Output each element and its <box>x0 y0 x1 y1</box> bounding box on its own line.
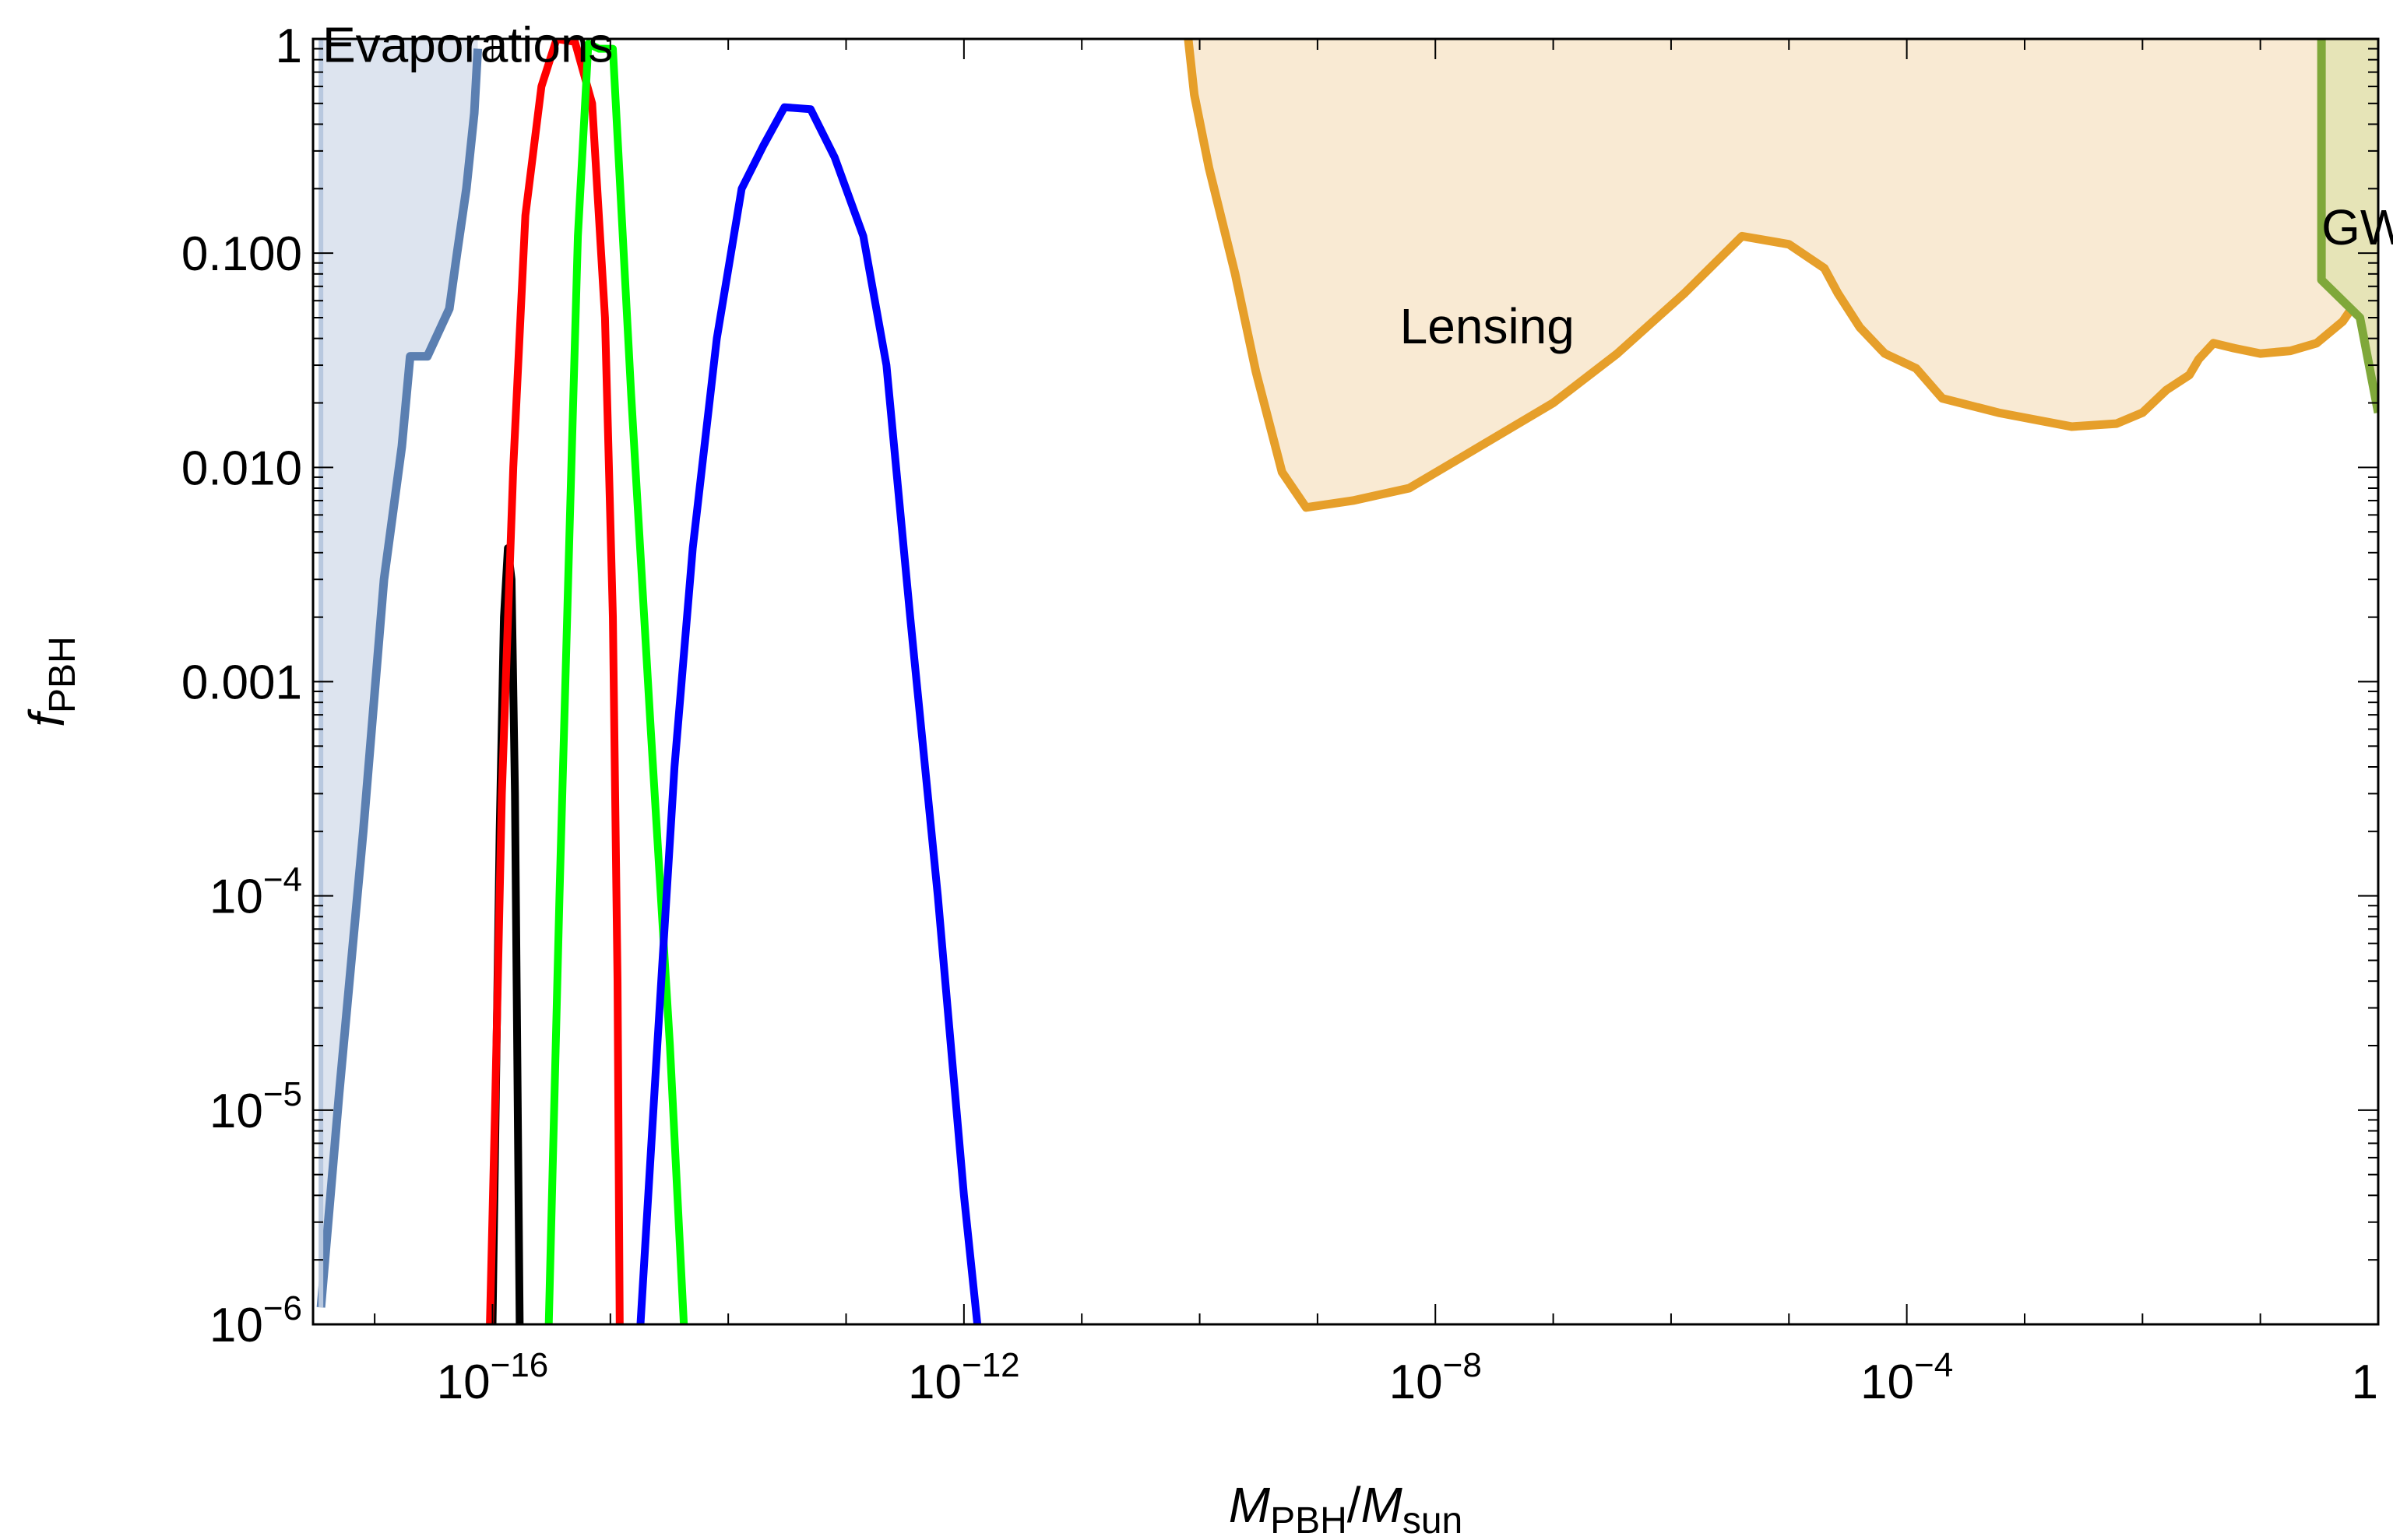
y-tick-label: 1 <box>276 19 302 73</box>
y-tick-label: 0.100 <box>181 227 302 281</box>
x-axis-label: MPBH/Msun <box>1229 1477 1463 1540</box>
y-tick-label: 10−5 <box>209 1075 302 1138</box>
x-tick-label: 1 <box>2352 1355 2378 1409</box>
region-fill-lensing <box>1188 39 2378 508</box>
y-tick-label: 0.001 <box>181 656 302 710</box>
x-tick-label: 10−12 <box>908 1346 1020 1409</box>
series-line-2 <box>544 40 688 1324</box>
region-boundary-evaporations <box>316 48 483 1308</box>
y-axis-label: fPBH <box>19 636 83 726</box>
x-tick-label: 10−16 <box>437 1346 549 1409</box>
y-tick-label: 10−4 <box>209 861 302 924</box>
region-label-evaporations: Evaporations <box>322 17 614 73</box>
region-label-lensing: Lensing <box>1400 298 1575 354</box>
series-line-3 <box>636 103 982 1324</box>
y-tick-label: 10−6 <box>209 1289 302 1352</box>
region-boundary-lensing <box>1184 39 2378 512</box>
region-fill-evaporations <box>321 39 478 1308</box>
series-line-1 <box>486 39 624 1324</box>
y-tick-label: 0.010 <box>181 441 302 495</box>
x-tick-label: 10−4 <box>1860 1346 1953 1409</box>
region-label-gw: GW <box>2321 199 2393 255</box>
x-tick-label: 10−8 <box>1389 1346 1482 1409</box>
